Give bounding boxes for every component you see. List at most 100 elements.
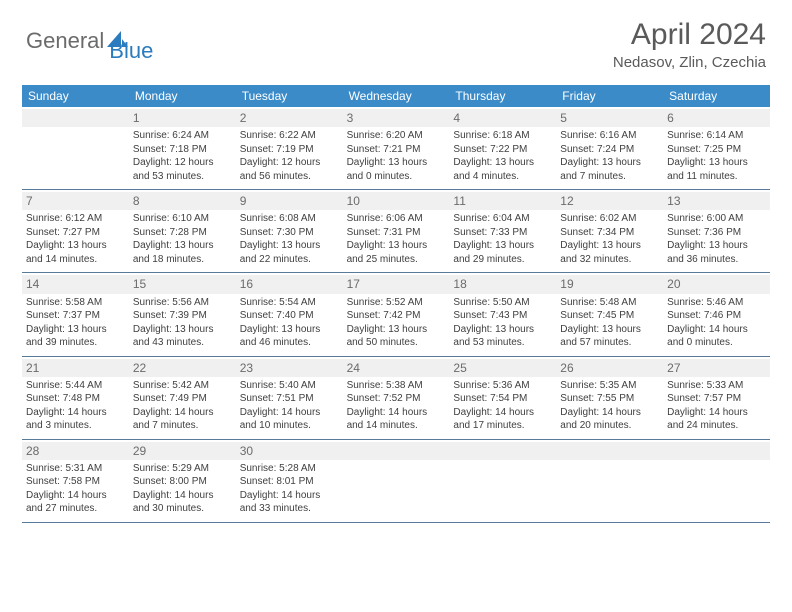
daylight-text: Daylight: 13 hours and 18 minutes. xyxy=(133,239,232,266)
daylight-text: Daylight: 13 hours and 50 minutes. xyxy=(347,323,446,350)
day-cell: 5Sunrise: 6:16 AMSunset: 7:24 PMDaylight… xyxy=(556,107,663,189)
dow-cell: Thursday xyxy=(449,85,556,107)
day-cell: 15Sunrise: 5:56 AMSunset: 7:39 PMDayligh… xyxy=(129,273,236,355)
day-cell: 3Sunrise: 6:20 AMSunset: 7:21 PMDaylight… xyxy=(343,107,450,189)
day-cell xyxy=(556,440,663,522)
day-cell: 13Sunrise: 6:00 AMSunset: 7:36 PMDayligh… xyxy=(663,190,770,272)
daylight-text: Daylight: 13 hours and 4 minutes. xyxy=(453,156,552,183)
day-number: 2 xyxy=(236,109,343,127)
logo-text-general: General xyxy=(26,28,104,54)
sunset-text: Sunset: 7:55 PM xyxy=(560,392,659,406)
sunset-text: Sunset: 7:27 PM xyxy=(26,226,125,240)
day-cell: 9Sunrise: 6:08 AMSunset: 7:30 PMDaylight… xyxy=(236,190,343,272)
day-number: 12 xyxy=(556,192,663,210)
daylight-text: Daylight: 13 hours and 0 minutes. xyxy=(347,156,446,183)
dow-cell: Friday xyxy=(556,85,663,107)
day-number: 21 xyxy=(22,359,129,377)
sunset-text: Sunset: 7:49 PM xyxy=(133,392,232,406)
sunset-text: Sunset: 7:19 PM xyxy=(240,143,339,157)
day-cell: 20Sunrise: 5:46 AMSunset: 7:46 PMDayligh… xyxy=(663,273,770,355)
day-number: 4 xyxy=(449,109,556,127)
daylight-text: Daylight: 13 hours and 32 minutes. xyxy=(560,239,659,266)
daylight-text: Daylight: 12 hours and 53 minutes. xyxy=(133,156,232,183)
daylight-text: Daylight: 13 hours and 53 minutes. xyxy=(453,323,552,350)
sunset-text: Sunset: 7:37 PM xyxy=(26,309,125,323)
day-number: 20 xyxy=(663,275,770,293)
daylight-text: Daylight: 14 hours and 10 minutes. xyxy=(240,406,339,433)
sunrise-text: Sunrise: 5:54 AM xyxy=(240,296,339,310)
sunrise-text: Sunrise: 5:46 AM xyxy=(667,296,766,310)
day-cell xyxy=(22,107,129,189)
sunset-text: Sunset: 7:45 PM xyxy=(560,309,659,323)
day-number: 25 xyxy=(449,359,556,377)
title-area: April 2024 Nedasov, Zlin, Czechia xyxy=(613,18,766,71)
day-cell: 24Sunrise: 5:38 AMSunset: 7:52 PMDayligh… xyxy=(343,357,450,439)
sunset-text: Sunset: 7:54 PM xyxy=(453,392,552,406)
day-number: 18 xyxy=(449,275,556,293)
logo: General Blue xyxy=(26,18,153,64)
sunrise-text: Sunrise: 6:04 AM xyxy=(453,212,552,226)
daylight-text: Daylight: 14 hours and 20 minutes. xyxy=(560,406,659,433)
sunrise-text: Sunrise: 5:28 AM xyxy=(240,462,339,476)
daylight-text: Daylight: 13 hours and 43 minutes. xyxy=(133,323,232,350)
day-number: 16 xyxy=(236,275,343,293)
calendar: SundayMondayTuesdayWednesdayThursdayFrid… xyxy=(22,85,770,523)
week-row: 1Sunrise: 6:24 AMSunset: 7:18 PMDaylight… xyxy=(22,107,770,190)
day-number: 5 xyxy=(556,109,663,127)
sunrise-text: Sunrise: 6:06 AM xyxy=(347,212,446,226)
daylight-text: Daylight: 14 hours and 24 minutes. xyxy=(667,406,766,433)
day-cell: 11Sunrise: 6:04 AMSunset: 7:33 PMDayligh… xyxy=(449,190,556,272)
sunrise-text: Sunrise: 5:36 AM xyxy=(453,379,552,393)
sunset-text: Sunset: 8:01 PM xyxy=(240,475,339,489)
dow-cell: Tuesday xyxy=(236,85,343,107)
dow-cell: Monday xyxy=(129,85,236,107)
day-cell: 2Sunrise: 6:22 AMSunset: 7:19 PMDaylight… xyxy=(236,107,343,189)
sunrise-text: Sunrise: 6:12 AM xyxy=(26,212,125,226)
sunrise-text: Sunrise: 5:58 AM xyxy=(26,296,125,310)
day-cell xyxy=(449,440,556,522)
sunset-text: Sunset: 7:58 PM xyxy=(26,475,125,489)
day-number: 28 xyxy=(22,442,129,460)
sunrise-text: Sunrise: 5:40 AM xyxy=(240,379,339,393)
day-number: 27 xyxy=(663,359,770,377)
sunset-text: Sunset: 7:43 PM xyxy=(453,309,552,323)
day-cell: 8Sunrise: 6:10 AMSunset: 7:28 PMDaylight… xyxy=(129,190,236,272)
day-cell: 19Sunrise: 5:48 AMSunset: 7:45 PMDayligh… xyxy=(556,273,663,355)
day-cell: 22Sunrise: 5:42 AMSunset: 7:49 PMDayligh… xyxy=(129,357,236,439)
day-number: 24 xyxy=(343,359,450,377)
day-cell: 1Sunrise: 6:24 AMSunset: 7:18 PMDaylight… xyxy=(129,107,236,189)
sunset-text: Sunset: 7:21 PM xyxy=(347,143,446,157)
day-number: 26 xyxy=(556,359,663,377)
day-cell: 12Sunrise: 6:02 AMSunset: 7:34 PMDayligh… xyxy=(556,190,663,272)
daylight-text: Daylight: 14 hours and 17 minutes. xyxy=(453,406,552,433)
day-number: 19 xyxy=(556,275,663,293)
day-number: 29 xyxy=(129,442,236,460)
daylight-text: Daylight: 13 hours and 57 minutes. xyxy=(560,323,659,350)
sunrise-text: Sunrise: 5:52 AM xyxy=(347,296,446,310)
daylight-text: Daylight: 13 hours and 14 minutes. xyxy=(26,239,125,266)
day-number: 22 xyxy=(129,359,236,377)
sunrise-text: Sunrise: 5:33 AM xyxy=(667,379,766,393)
sunset-text: Sunset: 7:33 PM xyxy=(453,226,552,240)
day-number: 17 xyxy=(343,275,450,293)
day-cell: 30Sunrise: 5:28 AMSunset: 8:01 PMDayligh… xyxy=(236,440,343,522)
day-number: 1 xyxy=(129,109,236,127)
days-of-week-row: SundayMondayTuesdayWednesdayThursdayFrid… xyxy=(22,85,770,107)
sunset-text: Sunset: 7:25 PM xyxy=(667,143,766,157)
sunset-text: Sunset: 7:51 PM xyxy=(240,392,339,406)
sunrise-text: Sunrise: 5:56 AM xyxy=(133,296,232,310)
sunset-text: Sunset: 7:18 PM xyxy=(133,143,232,157)
daylight-text: Daylight: 13 hours and 36 minutes. xyxy=(667,239,766,266)
day-number: 9 xyxy=(236,192,343,210)
day-cell: 7 Sunrise: 6:12 AMSunset: 7:27 PMDaylight… xyxy=(22,190,129,272)
day-number: 7 xyxy=(22,192,129,210)
sunset-text: Sunset: 7:40 PM xyxy=(240,309,339,323)
day-number: 8 xyxy=(129,192,236,210)
day-number: 3 xyxy=(343,109,450,127)
sunrise-text: Sunrise: 6:02 AM xyxy=(560,212,659,226)
day-cell: 18Sunrise: 5:50 AMSunset: 7:43 PMDayligh… xyxy=(449,273,556,355)
sunset-text: Sunset: 7:48 PM xyxy=(26,392,125,406)
day-cell: 6Sunrise: 6:14 AMSunset: 7:25 PMDaylight… xyxy=(663,107,770,189)
weeks-container: 1Sunrise: 6:24 AMSunset: 7:18 PMDaylight… xyxy=(22,107,770,523)
sunrise-text: Sunrise: 6:22 AM xyxy=(240,129,339,143)
